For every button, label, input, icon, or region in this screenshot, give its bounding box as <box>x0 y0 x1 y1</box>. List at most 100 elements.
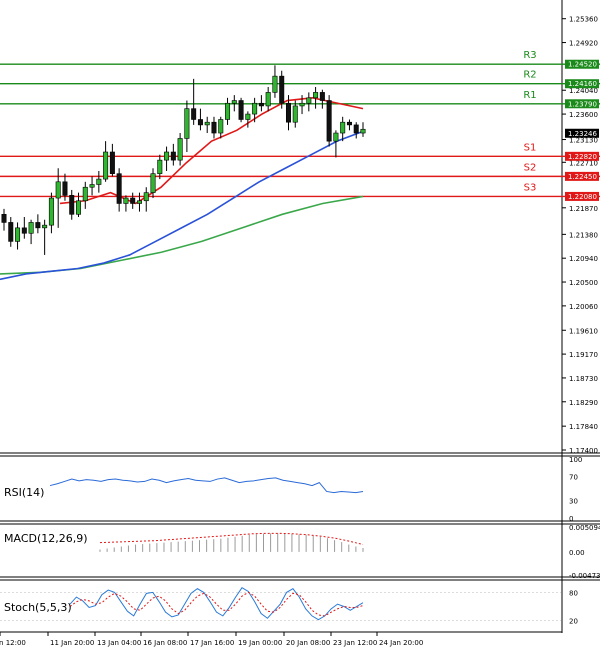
candle-body <box>150 173 156 193</box>
candle-body <box>157 159 163 174</box>
candle-body <box>238 100 244 120</box>
level-value-r2: 1.24160 <box>568 80 597 88</box>
price-tick-label: 1.21870 <box>569 205 598 213</box>
stoch-tick-label: 80 <box>569 589 578 597</box>
candle-body <box>109 151 115 174</box>
x-tick-label: 11 Jan 20:00 <box>50 639 94 647</box>
candle-body <box>123 197 129 204</box>
x-tick-label: 17 Jan 16:00 <box>190 639 234 647</box>
candle-body <box>143 192 149 202</box>
price-tick-label: 1.18730 <box>569 375 598 383</box>
price-tick-label: 1.20060 <box>569 303 598 311</box>
price-tick-label: 1.22710 <box>569 159 598 167</box>
candle-body <box>225 102 231 120</box>
price-tick-label: 1.20940 <box>569 255 598 263</box>
candle-body <box>103 151 109 180</box>
x-tick-label: 13 Jan 04:00 <box>97 639 141 647</box>
candle-body <box>82 186 88 202</box>
level-tag-r3 <box>565 59 599 69</box>
price-tick-label: 1.24920 <box>569 40 598 48</box>
candle-body <box>42 224 48 229</box>
candle-body <box>252 102 258 115</box>
candle-body <box>136 200 142 204</box>
candle-body <box>35 222 41 229</box>
level-tag-s3 <box>565 191 599 201</box>
macd-tick-label: -0.004731 <box>569 572 600 580</box>
price-tick-label: 1.17840 <box>569 423 598 431</box>
rsi-line <box>49 477 364 494</box>
level-value-s1: 1.22820 <box>568 153 597 161</box>
candle-body <box>197 119 203 126</box>
level-tag-r2 <box>565 79 599 89</box>
price-tick-label: 1.17400 <box>569 447 598 455</box>
candle-body <box>69 195 75 215</box>
candle-body <box>340 121 346 134</box>
candle-body <box>306 97 312 104</box>
price-tick-label: 1.24040 <box>569 87 598 95</box>
candle-body <box>116 173 122 204</box>
candle-body <box>258 102 264 107</box>
candle-body <box>48 197 54 226</box>
candle-body <box>231 100 237 104</box>
stoch-k-line <box>69 587 364 621</box>
rsi-tick-label: 30 <box>569 497 578 505</box>
candle-body <box>346 121 352 126</box>
level-name-s1: S1 <box>524 142 537 153</box>
candle-body <box>299 102 305 107</box>
candle-body <box>285 102 291 123</box>
candle-body <box>218 119 224 134</box>
rsi-label: RSI(14) <box>4 486 44 499</box>
candle-body <box>191 108 197 120</box>
x-tick-label: 19 Jan 00:00 <box>238 639 282 647</box>
price-tick-label: 1.25360 <box>569 16 598 24</box>
current-price-tag <box>565 128 599 138</box>
rsi-tick-label: 0 <box>569 515 573 523</box>
candle-body <box>245 113 251 120</box>
level-tag-s2 <box>565 171 599 181</box>
level-tag-r1 <box>565 99 599 109</box>
stoch-tick-label: 20 <box>569 618 578 626</box>
candle-body <box>326 100 332 142</box>
candle-body <box>204 121 210 126</box>
candle-body <box>164 151 170 161</box>
level-name-r2: R2 <box>523 70 536 81</box>
x-tick-label: 8 Jan 12:00 <box>0 639 26 647</box>
candle-body <box>62 181 68 196</box>
macd-tick-label: 0.005094 <box>569 524 600 532</box>
price-tick-label: 1.20500 <box>569 279 598 287</box>
rsi-tick-label: 70 <box>569 474 578 482</box>
candle-body <box>360 128 366 134</box>
candle-body <box>170 151 176 161</box>
candle-body <box>211 121 217 134</box>
price-tick-label: 1.19610 <box>569 327 598 335</box>
candle-body <box>353 124 359 134</box>
x-tick-label: 20 Jan 08:00 <box>286 639 330 647</box>
level-value-r3: 1.24520 <box>568 61 597 69</box>
level-value-r1: 1.23790 <box>568 100 597 108</box>
price-tick-label: 1.19170 <box>569 351 598 359</box>
candle-body <box>313 92 319 99</box>
candle-body <box>55 181 61 199</box>
candle-body <box>15 227 21 242</box>
candle-body <box>177 138 183 161</box>
x-tick-label: 24 Jan 20:00 <box>379 639 423 647</box>
candle-body <box>96 178 102 185</box>
macd-label: MACD(12,26,9) <box>4 532 88 545</box>
level-tag-s1 <box>565 151 599 161</box>
price-tick-label: 1.18290 <box>569 399 598 407</box>
candle-body <box>184 108 190 139</box>
x-tick-label: 16 Jan 08:00 <box>143 639 187 647</box>
stoch-label: Stoch(5,5,3) <box>4 601 72 614</box>
price-tick-label: 1.21380 <box>569 231 598 239</box>
ma-blue-line <box>0 130 364 281</box>
level-name-r1: R1 <box>523 90 536 101</box>
candle-body <box>279 75 285 104</box>
price-tick-label: 1.23600 <box>569 111 598 119</box>
candle-body <box>8 222 14 242</box>
candle-body <box>21 227 27 234</box>
candle-body <box>76 200 82 215</box>
candle-body <box>272 75 278 93</box>
candle-body <box>333 132 339 142</box>
